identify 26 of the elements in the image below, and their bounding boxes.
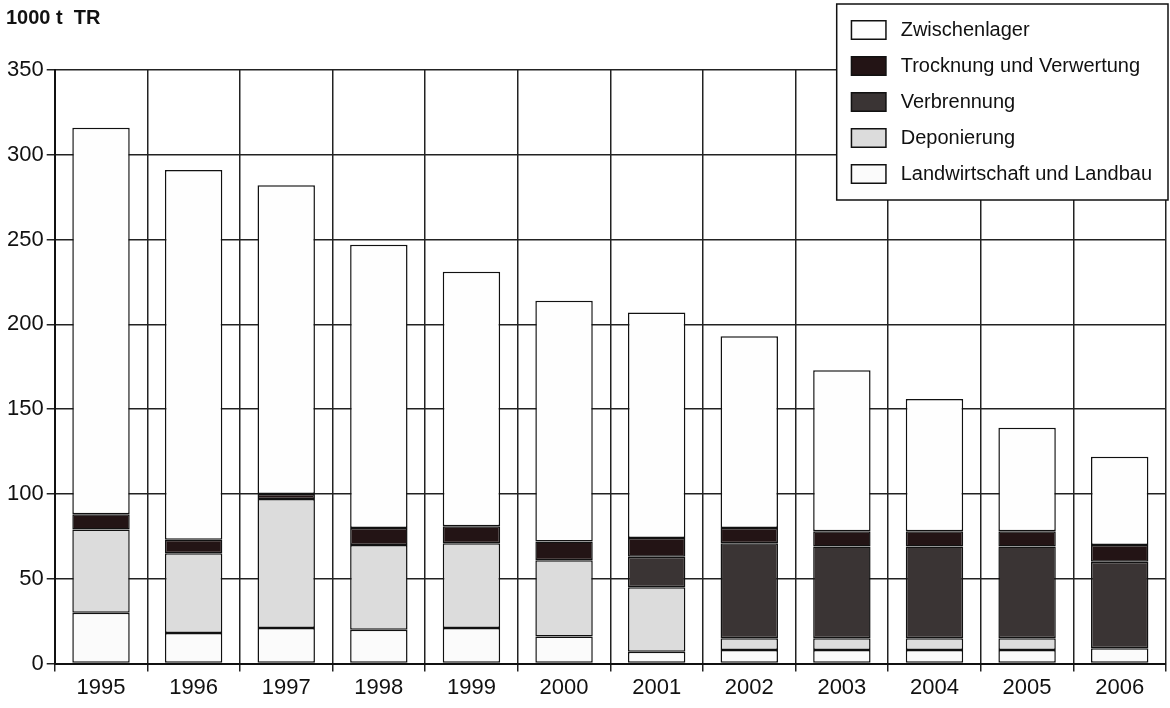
y-axis-title: 1000 t TR bbox=[6, 5, 102, 28]
legend-label: Zwischenlager bbox=[900, 17, 1030, 40]
y-tick-label: 50 bbox=[19, 564, 44, 590]
x-tick-label: 2000 bbox=[539, 673, 589, 699]
y-tick-label: 350 bbox=[6, 56, 44, 82]
y-tick-label: 100 bbox=[6, 480, 44, 506]
y-tick-label: 300 bbox=[6, 140, 44, 166]
y-tick-label: 200 bbox=[6, 310, 44, 336]
legend-label: Trocknung und Verwertung bbox=[900, 53, 1141, 76]
x-tick-label: 2005 bbox=[1002, 673, 1052, 699]
x-tick-label: 2003 bbox=[817, 673, 867, 699]
legend-label: Landwirtschaft und Landbau bbox=[900, 161, 1153, 184]
x-tick-label: 2001 bbox=[632, 673, 682, 699]
x-tick-label: 1996 bbox=[169, 673, 219, 699]
x-tick-label: 2004 bbox=[910, 673, 959, 699]
x-tick-label: 1995 bbox=[76, 673, 126, 699]
y-tick-label: 0 bbox=[31, 649, 44, 675]
y-tick-label: 150 bbox=[6, 395, 44, 421]
y-tick-label: 250 bbox=[6, 225, 44, 251]
x-tick-label: 2006 bbox=[1095, 673, 1145, 699]
legend-label: Verbrennung bbox=[900, 89, 1016, 112]
x-tick-label: 2002 bbox=[724, 673, 774, 699]
x-tick-label: 1999 bbox=[446, 673, 496, 699]
x-tick-label: 1997 bbox=[261, 673, 311, 699]
legend-label: Deponierung bbox=[900, 125, 1016, 148]
x-tick-label: 1998 bbox=[354, 673, 404, 699]
